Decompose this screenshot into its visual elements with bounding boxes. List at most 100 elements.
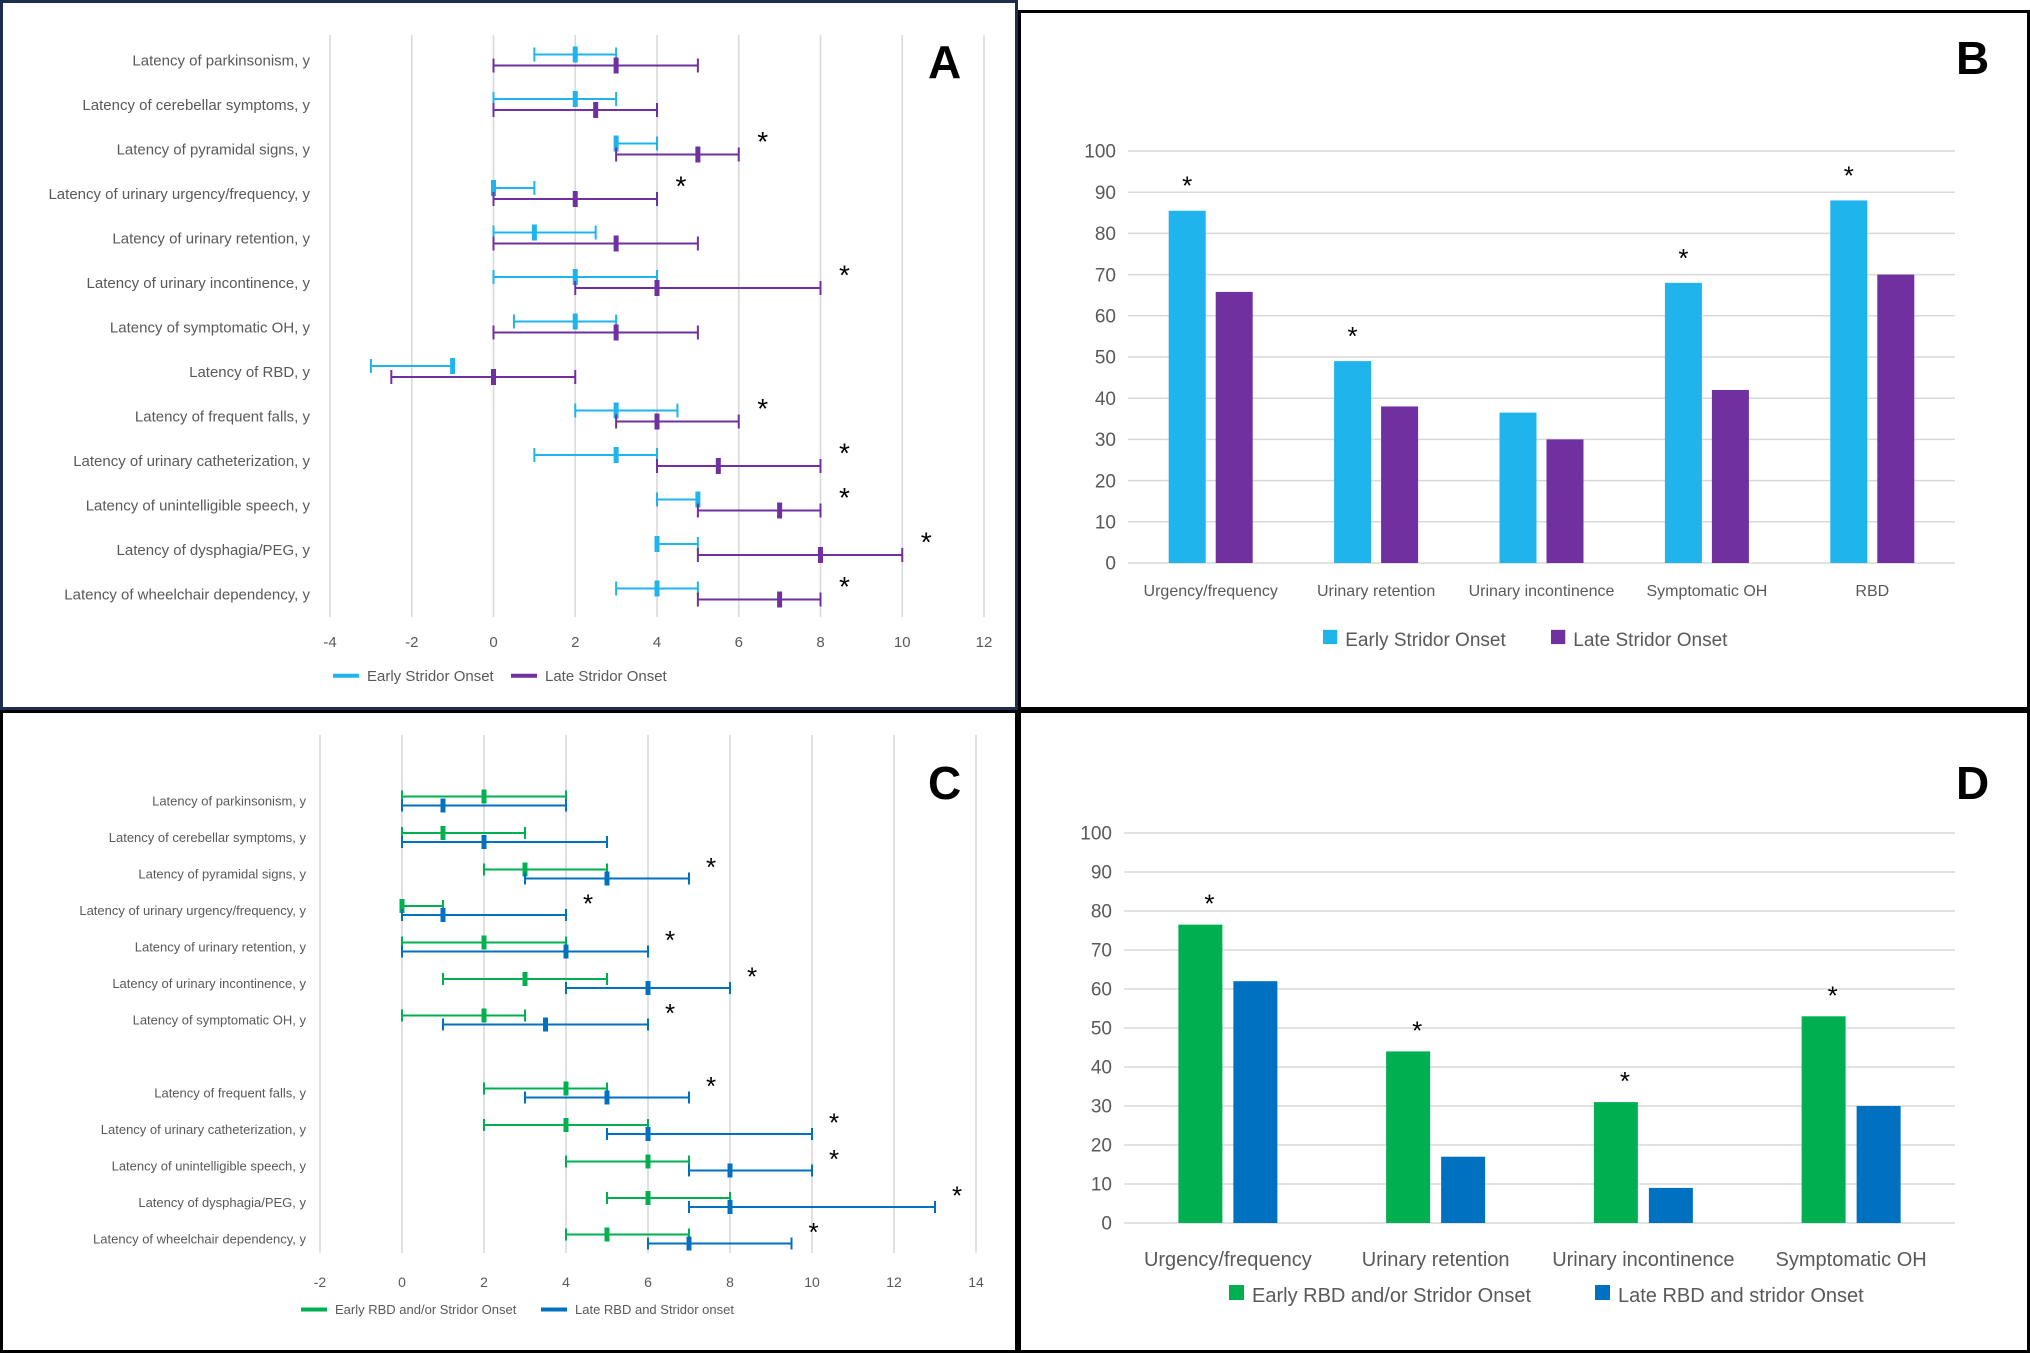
legend-label: Late RBD and stridor Onset bbox=[1618, 1285, 1864, 1307]
row-label: Latency of urinary retention, y bbox=[135, 940, 307, 955]
late-median-marker bbox=[491, 369, 496, 385]
early-median-marker bbox=[654, 580, 660, 597]
row-label: Latency of cerebellar symptoms, y bbox=[82, 97, 310, 114]
bar-1 bbox=[1215, 291, 1253, 563]
significance-star: * bbox=[1348, 321, 1358, 351]
early-median-marker bbox=[531, 224, 537, 241]
row-label: Latency of urinary catheterization, y bbox=[73, 453, 310, 470]
x-tick-label: 12 bbox=[976, 634, 993, 651]
y-tick-label: 70 bbox=[1095, 265, 1116, 286]
bar-1 bbox=[1441, 1156, 1486, 1223]
panel-b-chart: 0 10 20 30 40 50 60 70 80 90 100 * Urgency/frequency… bbox=[1084, 142, 1955, 651]
significance-star: * bbox=[757, 126, 768, 157]
significance-star: * bbox=[921, 527, 932, 558]
y-tick-label: 20 bbox=[1095, 471, 1116, 492]
early-median-marker bbox=[695, 491, 701, 508]
bar-0 bbox=[1168, 210, 1206, 564]
row-label: Latency of dysphagia/PEG, y bbox=[138, 1195, 306, 1210]
y-tick-label: 80 bbox=[1091, 902, 1112, 923]
row-label: Latency of urinary incontinence, y bbox=[87, 275, 311, 292]
early-median-marker bbox=[645, 1154, 651, 1169]
significance-star: * bbox=[829, 1108, 839, 1138]
x-tick-label: 6 bbox=[644, 1274, 652, 1290]
bar-0 bbox=[1801, 1016, 1846, 1223]
late-median-marker bbox=[654, 413, 660, 430]
late-median-marker bbox=[613, 324, 619, 341]
early-median-marker bbox=[613, 402, 619, 419]
early-median-marker bbox=[522, 972, 528, 986]
late-median-marker bbox=[686, 1236, 692, 1251]
late-median-marker bbox=[481, 835, 487, 849]
panel-d-chart: 0 10 20 30 40 50 60 70 80 90 100 * Urgency/frequency… bbox=[1080, 824, 1955, 1307]
row-label: Latency of frequent falls, y bbox=[135, 408, 311, 425]
late-median-marker bbox=[572, 191, 578, 207]
y-tick-label: 60 bbox=[1095, 306, 1116, 327]
significance-star: * bbox=[839, 571, 850, 602]
category-label: Urinary incontinence bbox=[1469, 583, 1615, 600]
bar-1 bbox=[1233, 981, 1278, 1223]
row-label: Latency of cerebellar symptoms, y bbox=[109, 830, 307, 845]
late-median-marker bbox=[543, 1017, 548, 1032]
category-label: Urgency/frequency bbox=[1144, 583, 1278, 600]
significance-star: * bbox=[1620, 1066, 1630, 1096]
legend-label: Late RBD and Stridor onset bbox=[575, 1302, 734, 1317]
late-median-marker bbox=[563, 944, 569, 959]
late-median-marker bbox=[777, 591, 783, 608]
bar-0 bbox=[1830, 200, 1868, 563]
significance-star: * bbox=[952, 1181, 962, 1211]
y-tick-label: 90 bbox=[1091, 863, 1112, 884]
early-median-marker bbox=[613, 447, 619, 463]
row-label: Latency of unintelligible speech, y bbox=[86, 497, 311, 514]
early-median-marker bbox=[654, 536, 660, 552]
panel-a-forest-plot: -4 -2 0 2 4 6 8 10 12 Latency of parkinsonism, y L… bbox=[0, 0, 1018, 710]
early-median-marker bbox=[613, 135, 619, 152]
panel-d-label: D bbox=[1956, 757, 1990, 809]
late-median-marker bbox=[715, 458, 721, 474]
row-label: Latency of RBD, y bbox=[189, 364, 310, 381]
legend-label: Early Stridor Onset bbox=[1345, 630, 1506, 651]
early-median-marker bbox=[572, 46, 578, 63]
significance-star: * bbox=[583, 889, 593, 919]
y-tick-label: 20 bbox=[1091, 1136, 1112, 1157]
panel-b-label: B bbox=[1956, 32, 1990, 84]
significance-star: * bbox=[1204, 889, 1214, 919]
bar-0 bbox=[1178, 924, 1223, 1223]
y-tick-label: 100 bbox=[1084, 142, 1116, 163]
significance-star: * bbox=[1182, 171, 1192, 201]
panel-d-bar-chart: 0 10 20 30 40 50 60 70 80 90 100 * Urgency/frequency… bbox=[1018, 710, 2030, 1353]
early-median-marker bbox=[481, 935, 487, 950]
y-tick-label: 60 bbox=[1091, 980, 1112, 1001]
early-median-marker bbox=[481, 1008, 487, 1023]
legend-swatch bbox=[1595, 1285, 1610, 1300]
row-label: Latency of parkinsonism, y bbox=[132, 52, 310, 69]
significance-star: * bbox=[839, 482, 850, 513]
y-tick-label: 0 bbox=[1101, 1214, 1112, 1235]
panel-c-label: C bbox=[928, 757, 962, 809]
significance-star: * bbox=[747, 962, 757, 992]
panel-a-chart: -4 -2 0 2 4 6 8 10 12 Latency of parkinsonism, y L… bbox=[48, 35, 993, 685]
bar-1 bbox=[1546, 439, 1584, 563]
y-tick-label: 40 bbox=[1095, 389, 1116, 410]
row-label: Latency of urinary urgency/frequency, y bbox=[79, 903, 306, 918]
y-tick-label: 10 bbox=[1091, 1175, 1112, 1196]
x-tick-label: 14 bbox=[968, 1274, 984, 1290]
x-tick-label: -2 bbox=[405, 634, 418, 651]
category-label: RBD bbox=[1855, 583, 1889, 600]
early-median-marker bbox=[563, 1081, 569, 1096]
legend-label: Early RBD and/or Stridor Onset bbox=[335, 1302, 517, 1317]
late-median-marker bbox=[645, 1127, 651, 1141]
row-label: Latency of pyramidal signs, y bbox=[117, 141, 311, 158]
significance-star: * bbox=[665, 925, 675, 955]
y-tick-label: 90 bbox=[1095, 183, 1116, 204]
late-median-marker bbox=[777, 502, 783, 519]
x-tick-label: 12 bbox=[886, 1274, 902, 1290]
significance-star: * bbox=[1844, 160, 1854, 190]
legend-label: Late Stridor Onset bbox=[545, 668, 668, 685]
y-tick-label: 30 bbox=[1091, 1097, 1112, 1118]
legend-swatch bbox=[1229, 1285, 1244, 1300]
legend-swatch bbox=[1323, 629, 1338, 645]
significance-star: * bbox=[829, 1144, 839, 1174]
row-label: Latency of pyramidal signs, y bbox=[138, 867, 306, 882]
category-label: Urinary retention bbox=[1362, 1249, 1510, 1271]
significance-star: * bbox=[1828, 980, 1838, 1010]
